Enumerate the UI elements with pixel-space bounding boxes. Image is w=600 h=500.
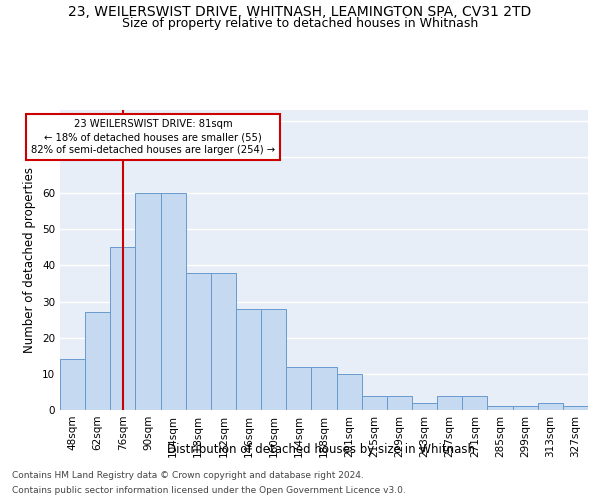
Bar [563,406,588,410]
Bar [337,374,362,410]
Bar [387,396,412,410]
Text: 23 WEILERSWIST DRIVE: 81sqm
← 18% of detached houses are smaller (55)
82% of sem: 23 WEILERSWIST DRIVE: 81sqm ← 18% of det… [31,119,275,156]
Text: Size of property relative to detached houses in Whitnash: Size of property relative to detached ho… [122,18,478,30]
Bar [412,403,437,410]
Bar [462,396,487,410]
Bar [236,309,261,410]
Text: 23, WEILERSWIST DRIVE, WHITNASH, LEAMINGTON SPA, CV31 2TD: 23, WEILERSWIST DRIVE, WHITNASH, LEAMING… [68,5,532,19]
Bar [538,403,563,410]
Text: Contains HM Land Registry data © Crown copyright and database right 2024.: Contains HM Land Registry data © Crown c… [12,471,364,480]
Bar [136,193,161,410]
Bar [286,366,311,410]
Bar [362,396,387,410]
Text: Contains public sector information licensed under the Open Government Licence v3: Contains public sector information licen… [12,486,406,495]
Bar [60,360,85,410]
Bar [512,406,538,410]
Bar [261,309,286,410]
Bar [161,193,186,410]
Bar [311,366,337,410]
Bar [437,396,462,410]
Y-axis label: Number of detached properties: Number of detached properties [23,167,37,353]
Bar [110,248,136,410]
Text: Distribution of detached houses by size in Whitnash: Distribution of detached houses by size … [167,442,475,456]
Bar [186,272,211,410]
Bar [211,272,236,410]
Bar [487,406,512,410]
Bar [85,312,110,410]
